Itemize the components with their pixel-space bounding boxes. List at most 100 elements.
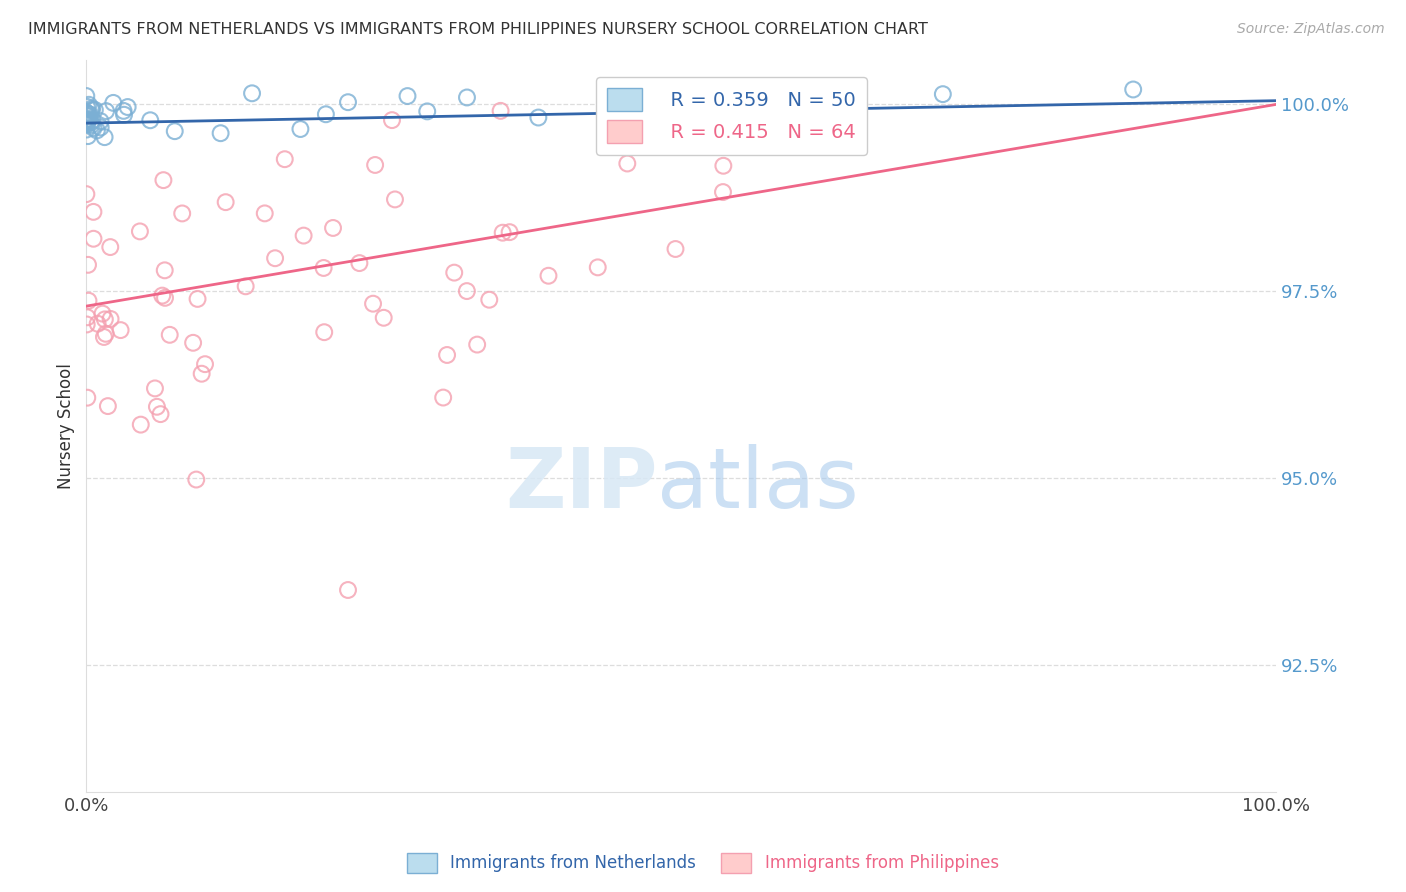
Point [436,348,458,362]
Point [381,113,404,128]
Point [349,256,371,270]
Point [240,87,263,101]
Point [77,129,100,144]
Point [79,107,101,121]
Point [384,193,406,207]
Point [75,114,97,128]
Point [813,112,835,126]
Point [456,90,478,104]
Point [75,89,97,103]
Point [86,317,108,331]
Point [586,260,609,275]
Point [290,122,312,136]
Point [150,288,173,302]
Point [322,221,344,235]
Point [190,367,212,381]
Point [77,293,100,308]
Point [149,407,172,421]
Point [76,118,98,132]
Point [75,106,97,120]
Point [416,104,439,119]
Point [103,95,125,110]
Point [76,112,98,127]
Point [82,205,104,219]
Point [172,206,194,220]
Legend: Immigrants from Netherlands, Immigrants from Philippines: Immigrants from Netherlands, Immigrants … [401,847,1005,880]
Point [456,284,478,298]
Point [83,103,105,117]
Point [94,326,117,341]
Point [76,318,98,332]
Point [664,242,686,256]
Point [82,113,104,128]
Point [129,224,152,238]
Y-axis label: Nursery School: Nursery School [58,363,75,489]
Point [181,335,204,350]
Point [432,391,454,405]
Point [75,117,97,131]
Point [616,156,638,170]
Point [91,307,114,321]
Point [93,330,115,344]
Point [465,337,488,351]
Text: IMMIGRANTS FROM NETHERLANDS VS IMMIGRANTS FROM PHILIPPINES NURSERY SCHOOL CORREL: IMMIGRANTS FROM NETHERLANDS VS IMMIGRANT… [28,22,928,37]
Point [361,296,384,310]
Point [932,87,955,102]
Point [83,121,105,136]
Point [143,381,166,395]
Point [153,291,176,305]
Point [194,357,217,371]
Text: Source: ZipAtlas.com: Source: ZipAtlas.com [1237,22,1385,37]
Point [117,100,139,114]
Point [77,258,100,272]
Point [79,112,101,126]
Point [93,130,115,145]
Point [711,159,734,173]
Point [110,323,132,337]
Point [209,126,232,140]
Point [77,110,100,124]
Point [76,113,98,128]
Point [186,473,208,487]
Point [187,292,209,306]
Point [214,195,236,210]
Point [610,94,633,108]
Point [527,111,550,125]
Point [75,105,97,120]
Point [146,400,169,414]
Point [98,240,121,254]
Point [396,89,419,103]
Point [80,115,103,129]
Point [693,82,716,96]
Point [112,108,135,122]
Point [94,104,117,119]
Point [364,158,387,172]
Point [77,107,100,121]
Legend:   R = 0.359   N = 50,   R = 0.415   N = 64: R = 0.359 N = 50, R = 0.415 N = 64 [596,77,868,154]
Point [498,225,520,239]
Point [315,107,337,121]
Point [1122,82,1144,96]
Point [159,327,181,342]
Text: ZIP: ZIP [505,443,658,524]
Point [76,100,98,114]
Point [537,268,560,283]
Point [314,325,336,339]
Point [478,293,501,307]
Point [253,206,276,220]
Point [82,232,104,246]
Point [337,582,360,597]
Point [76,391,98,405]
Point [711,185,734,199]
Point [153,263,176,277]
Point [75,187,97,202]
Point [97,399,120,413]
Point [100,312,122,326]
Point [90,120,112,135]
Point [77,97,100,112]
Point [152,173,174,187]
Point [129,417,152,432]
Point [264,251,287,265]
Point [163,124,186,138]
Point [76,310,98,325]
